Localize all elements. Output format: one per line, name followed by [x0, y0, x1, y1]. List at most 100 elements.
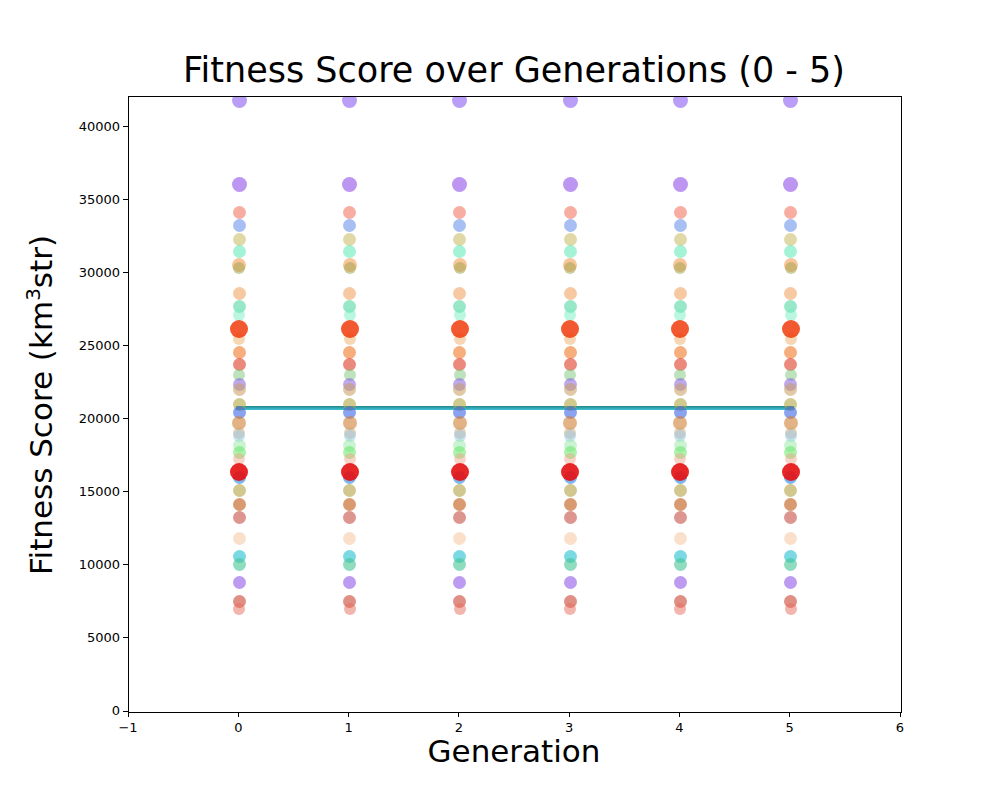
y-tick: [123, 126, 128, 127]
scatter-point: [564, 383, 577, 396]
scatter-point: [674, 233, 687, 246]
scatter-point: [233, 287, 246, 300]
scatter-point: [674, 603, 686, 615]
y-tick-label: 15000: [62, 484, 120, 499]
scatter-point: [563, 177, 578, 192]
x-tick: [789, 712, 790, 717]
scatter-point: [564, 511, 577, 524]
scatter-point: [674, 219, 687, 232]
scatter-point: [342, 96, 357, 108]
x-tick-label: 0: [218, 720, 258, 735]
x-tick-label: 3: [549, 720, 589, 735]
scatter-point: [564, 206, 577, 219]
fitness-line: [236, 406, 793, 410]
scatter-point: [341, 320, 359, 338]
scatter-point: [344, 603, 356, 615]
scatter-point: [233, 532, 246, 545]
scatter-point: [561, 463, 579, 481]
scatter-point: [453, 383, 466, 396]
x-tick-label: 1: [329, 720, 369, 735]
scatter-point: [453, 484, 466, 497]
scatter-point: [785, 262, 797, 274]
scatter-point: [343, 206, 356, 219]
scatter-point: [674, 511, 687, 524]
scatter-point: [784, 219, 797, 232]
scatter-point: [233, 558, 246, 571]
scatter-point: [674, 532, 687, 545]
scatter-point: [564, 233, 577, 246]
scatter-point: [784, 484, 797, 497]
scatter-point: [564, 245, 577, 258]
x-tick: [679, 712, 680, 717]
scatter-point: [564, 484, 577, 497]
scatter-point: [232, 96, 247, 108]
y-tick: [123, 418, 128, 419]
scatter-point: [783, 177, 798, 192]
x-tick: [900, 712, 901, 717]
y-tick: [123, 199, 128, 200]
scatter-point: [453, 576, 466, 589]
scatter-point: [453, 511, 466, 524]
scatter-point: [674, 498, 687, 511]
scatter-point: [233, 262, 245, 274]
x-tick-label: 4: [659, 720, 699, 735]
scatter-point: [343, 511, 356, 524]
scatter-point: [233, 206, 246, 219]
scatter-point: [674, 383, 687, 396]
scatter-point: [233, 511, 246, 524]
scatter-point: [233, 484, 246, 497]
scatter-point: [784, 383, 797, 396]
scatter-point: [674, 484, 687, 497]
scatter-point: [233, 498, 246, 511]
y-tick-label: 5000: [62, 630, 120, 645]
y-axis-label-superscript: 3: [21, 288, 45, 301]
figure: Fitness Score over Generations (0 - 5) G…: [0, 0, 1000, 800]
scatter-point: [785, 603, 797, 615]
scatter-point: [453, 558, 466, 571]
y-tick-label: 25000: [62, 338, 120, 353]
y-tick-label: 10000: [62, 557, 120, 572]
x-tick: [238, 712, 239, 717]
x-tick-label: 5: [770, 720, 810, 735]
scatter-point: [233, 245, 246, 258]
scatter-point: [784, 245, 797, 258]
scatter-point: [564, 262, 576, 274]
scatter-point: [343, 532, 356, 545]
scatter-point: [343, 576, 356, 589]
y-tick: [123, 564, 128, 565]
scatter-point: [452, 96, 467, 108]
scatter-point: [784, 576, 797, 589]
y-tick-label: 0: [62, 703, 120, 718]
scatter-point: [233, 219, 246, 232]
scatter-point: [674, 558, 687, 571]
scatter-point: [784, 558, 797, 571]
scatter-point: [674, 262, 686, 274]
scatter-point: [451, 463, 469, 481]
scatter-point: [343, 245, 356, 258]
scatter-point: [453, 233, 466, 246]
scatter-point: [784, 233, 797, 246]
scatter-point: [673, 96, 688, 108]
scatter-point: [674, 287, 687, 300]
scatter-point: [564, 576, 577, 589]
scatter-point: [563, 96, 578, 108]
scatter-point: [784, 511, 797, 524]
scatter-point: [233, 603, 245, 615]
scatter-point: [343, 287, 356, 300]
scatter-point: [343, 383, 356, 396]
scatter-point: [342, 177, 357, 192]
y-axis-label: Fitness Score (km3str): [21, 235, 58, 575]
y-tick-label: 35000: [62, 192, 120, 207]
x-axis-label: Generation: [128, 733, 900, 769]
scatter-point: [233, 233, 246, 246]
x-tick: [128, 712, 129, 717]
scatter-point: [784, 498, 797, 511]
scatter-point: [782, 463, 800, 481]
scatter-point: [343, 233, 356, 246]
scatter-point: [784, 206, 797, 219]
scatter-point: [233, 383, 246, 396]
x-tick-label: 2: [439, 720, 479, 735]
scatter-point: [564, 603, 576, 615]
plot-area: [128, 96, 902, 713]
scatter-point: [782, 320, 800, 338]
